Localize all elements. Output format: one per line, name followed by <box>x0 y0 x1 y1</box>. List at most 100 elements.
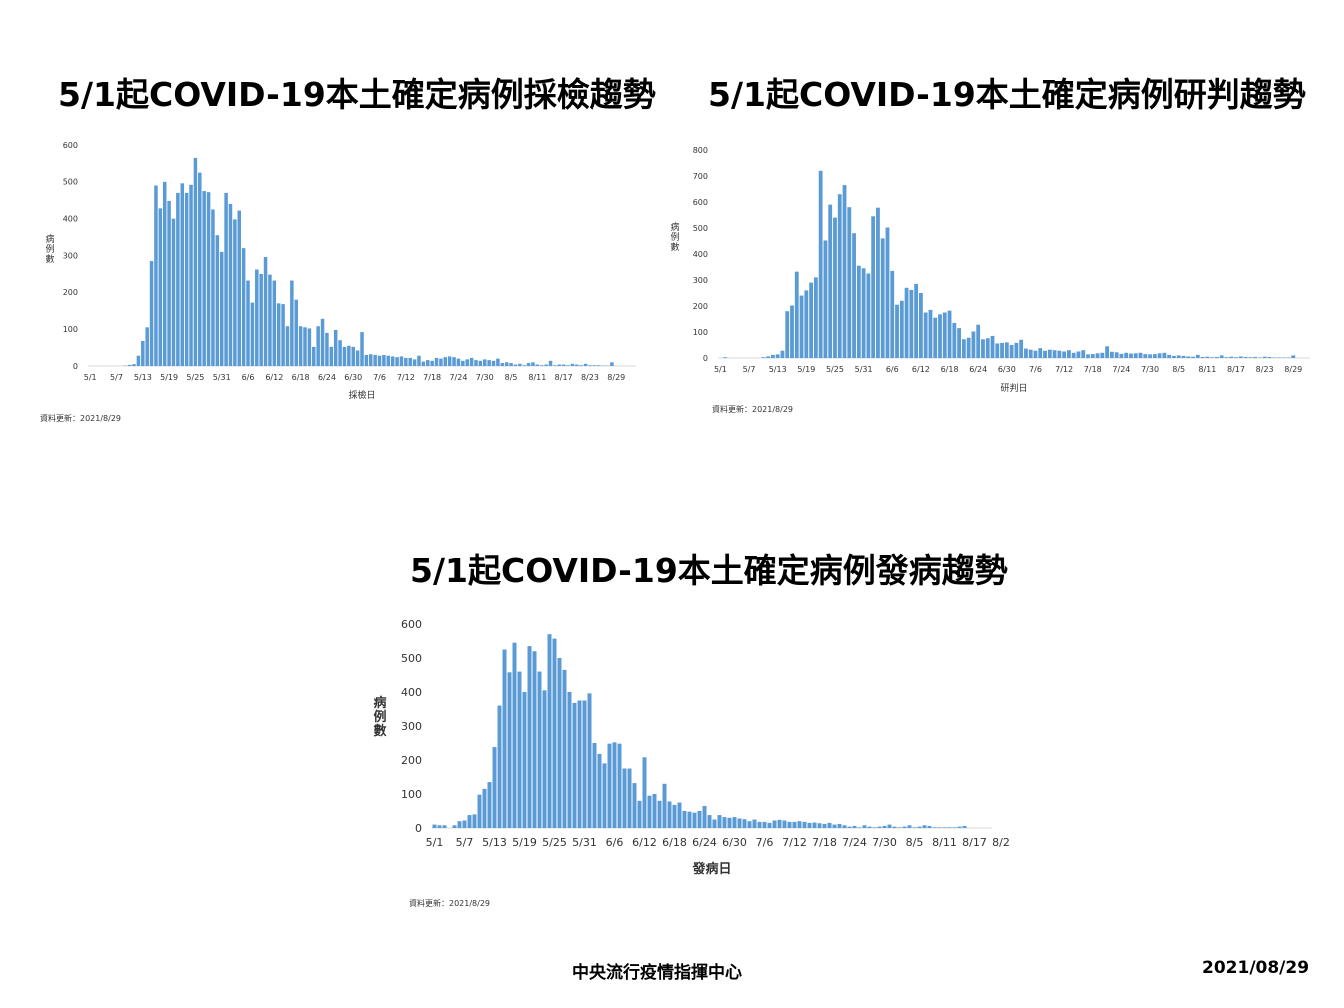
bar <box>1057 350 1062 358</box>
bar <box>857 827 862 828</box>
bar <box>502 649 507 828</box>
bar <box>871 216 876 358</box>
x-tick-label: 6/12 <box>265 373 283 382</box>
bar <box>777 819 782 828</box>
x-tick-label: 6/18 <box>662 836 687 849</box>
bar <box>1081 350 1086 358</box>
y-axis-label: 病例數 <box>373 695 386 739</box>
bar <box>981 339 985 358</box>
x-tick-label: 8/17 <box>555 373 573 382</box>
bar <box>787 821 792 828</box>
bar <box>828 204 833 358</box>
bar <box>1286 357 1291 358</box>
bar <box>952 322 957 358</box>
y-tick-label: 100 <box>401 788 422 801</box>
bar <box>570 363 575 366</box>
bar <box>325 332 329 366</box>
bar <box>561 364 566 366</box>
bar <box>583 363 588 366</box>
bar <box>567 692 572 828</box>
bar <box>193 157 198 366</box>
bar <box>408 357 412 366</box>
bar <box>557 658 562 828</box>
y-tick-label: 300 <box>63 251 78 260</box>
bar <box>687 811 692 828</box>
bar <box>1052 350 1057 358</box>
x-tick-label: 8/11 <box>1198 365 1216 374</box>
bar <box>1243 356 1248 358</box>
sampling-data-update-note: 資料更新：2021/8/29 <box>40 414 122 423</box>
bar <box>717 815 722 828</box>
bar <box>149 261 154 366</box>
bar <box>885 227 890 358</box>
bar <box>268 274 272 366</box>
bar <box>263 256 268 366</box>
y-tick-label: 600 <box>63 141 78 150</box>
bar <box>757 821 762 828</box>
bar <box>360 332 364 366</box>
bar <box>833 217 837 358</box>
bar <box>477 794 482 828</box>
bar <box>333 329 338 366</box>
bar <box>737 818 742 828</box>
bar <box>483 359 487 366</box>
x-tick-label: 5/1 <box>714 365 727 374</box>
x-tick-label: 6/30 <box>722 836 747 849</box>
bar <box>526 363 531 366</box>
bar <box>206 192 211 366</box>
bar <box>1062 351 1067 358</box>
bar <box>512 642 517 828</box>
x-tick-label: 8/29 <box>1284 365 1302 374</box>
bar <box>1210 357 1215 358</box>
x-tick-label: 6/24 <box>318 373 336 382</box>
x-tick-label: 7/30 <box>476 373 494 382</box>
bar <box>1105 346 1110 358</box>
bar <box>1219 355 1224 358</box>
bar <box>775 354 780 358</box>
bar <box>1281 357 1286 358</box>
bar <box>802 821 807 828</box>
bar <box>461 360 465 366</box>
bar <box>1191 356 1195 358</box>
bar <box>462 820 467 828</box>
x-axis-label: 研判日 <box>1000 382 1027 394</box>
bar <box>852 233 856 358</box>
bar <box>487 782 492 828</box>
x-tick-label: 7/24 <box>1112 365 1130 374</box>
bar <box>487 360 491 366</box>
bar <box>723 357 728 358</box>
y-axis-label: 病例數 <box>670 221 679 253</box>
bar <box>942 827 947 828</box>
bar <box>290 280 294 366</box>
x-tick-label: 5/25 <box>826 365 844 374</box>
x-tick-label: 5/7 <box>456 836 474 849</box>
bar <box>246 280 250 366</box>
x-tick-label: 5/19 <box>797 365 815 374</box>
bar <box>966 337 971 358</box>
y-tick-label: 300 <box>693 276 708 285</box>
x-tick-label: 7/18 <box>812 836 837 849</box>
bar <box>491 360 496 366</box>
y-tick-label: 700 <box>693 172 708 181</box>
bar <box>171 218 176 366</box>
bar <box>469 357 474 366</box>
x-tick-label: 7/6 <box>373 373 386 382</box>
bar <box>899 300 904 358</box>
bar <box>1071 352 1076 358</box>
y-tick-label: 200 <box>63 288 78 297</box>
bar <box>947 310 952 358</box>
bar <box>662 783 667 828</box>
x-axis-label: 發病日 <box>691 861 731 877</box>
x-tick-label: 5/25 <box>186 373 204 382</box>
bar <box>882 825 887 828</box>
x-tick-label: 8/23 <box>992 836 1010 849</box>
bar <box>1267 356 1272 358</box>
bar <box>847 826 852 828</box>
bar <box>642 757 647 828</box>
bar <box>198 172 202 367</box>
x-tick-label: 5/25 <box>542 836 567 849</box>
bar <box>532 651 537 828</box>
bar <box>607 743 612 828</box>
bar <box>572 702 577 828</box>
y-tick-label: 0 <box>73 362 78 371</box>
